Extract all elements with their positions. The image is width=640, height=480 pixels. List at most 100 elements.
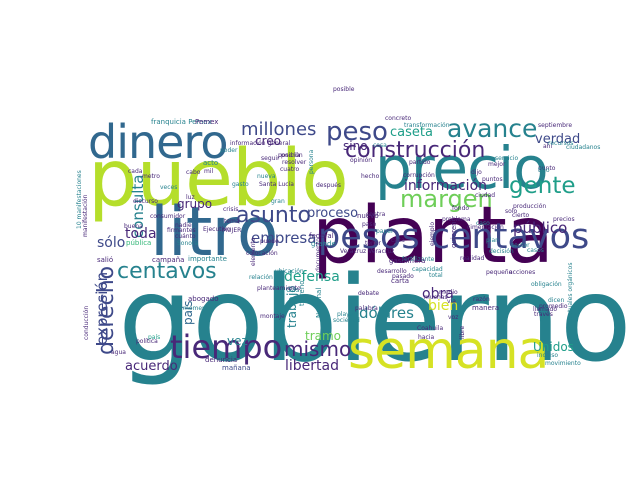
- word-ejemplo: ejemplo: [429, 222, 436, 246]
- word-proceso: proceso: [307, 206, 358, 221]
- word-centavos: centavos: [117, 259, 217, 284]
- word-creo: creo: [255, 134, 281, 148]
- word-dijo: dijo: [471, 169, 482, 176]
- word-concreto: concreto: [385, 115, 411, 122]
- word-unidos: Unidos: [533, 340, 574, 354]
- word-ciudadanos: ciudadanos: [566, 144, 600, 151]
- word-paso: paso: [362, 221, 377, 228]
- word-precios: precios: [553, 216, 575, 223]
- word-partido: partido: [409, 159, 431, 166]
- word-informacion: información: [404, 178, 487, 194]
- word-manifestacion: manifestación: [82, 194, 89, 237]
- word-recursos: recursos: [548, 140, 574, 147]
- word-intelectuales-organicos: intelectuales orgánicos: [567, 263, 574, 332]
- word-consumidor: consumidor: [150, 213, 186, 220]
- word-razon: razón: [473, 296, 490, 303]
- word-obra: obra: [422, 286, 454, 302]
- word-abogado: abogado: [188, 295, 218, 303]
- word-libertad: libertad: [285, 358, 339, 374]
- word-obligacion: obligación: [531, 281, 562, 288]
- word-dolares: dólares: [359, 304, 414, 322]
- word-discurso: discurso: [133, 198, 158, 205]
- word-margen: margen: [400, 185, 493, 213]
- word-opinion: opinión: [350, 157, 372, 164]
- word-avance: avance: [447, 114, 537, 143]
- word-firmantes: firmantes: [167, 227, 196, 234]
- word-posible: posible: [333, 86, 355, 93]
- word-cuanto: cuánto: [175, 233, 196, 240]
- word-sino: sino: [343, 139, 368, 153]
- word-casa: casa: [391, 237, 405, 244]
- word-cada: cada: [128, 168, 143, 175]
- word-contra: contra: [366, 211, 386, 218]
- word-salio: salió: [97, 256, 113, 264]
- word-resolver: resolver: [282, 159, 307, 166]
- word-debate: debate: [358, 290, 379, 297]
- word-muchas: muchas: [424, 294, 448, 301]
- word-pasado: pasado: [392, 273, 414, 280]
- word-cierto: cierto: [512, 212, 529, 219]
- word-cosa: cosa: [373, 142, 387, 149]
- word-acuerdo: acuerdo: [125, 359, 178, 374]
- word-veracruz-veracruz: Veracruz Veracruz: [340, 248, 394, 255]
- word-terreno: terreno: [298, 280, 306, 306]
- word-publico: público: [513, 219, 567, 237]
- word-pemex: Pemex: [195, 118, 218, 126]
- word-importante: importante: [188, 255, 227, 263]
- word-tramo: tramo: [305, 329, 341, 343]
- word-produccion: producción: [513, 203, 546, 210]
- word-gobierno: gobierno: [118, 250, 631, 388]
- word-tener: tener: [365, 240, 382, 247]
- word-luz: luz: [186, 194, 195, 201]
- word-gas: Gas: [286, 286, 300, 294]
- word-gasolinera: gasolinera: [389, 257, 425, 265]
- word-tiempo: tiempo: [170, 328, 282, 366]
- word-planteamiento: planteamiento: [257, 285, 301, 292]
- word-pais: país: [181, 300, 195, 325]
- word-documento: documento: [315, 238, 322, 272]
- word-santa-lucia: Santa Lucía: [259, 181, 294, 188]
- word-dinero: dinero: [88, 115, 227, 169]
- word-colocacion: colocación: [246, 250, 278, 257]
- word-total: total: [429, 272, 443, 279]
- word-nadie: nadie: [175, 222, 192, 229]
- word-empresa: empresa: [251, 229, 316, 247]
- word-seguir: seguir: [261, 155, 280, 162]
- word-franquicia-pemex: franquicia Pemex: [151, 118, 212, 126]
- word-despues: después: [316, 182, 341, 189]
- word-montaje: montaje: [260, 313, 285, 320]
- word-relacion: relación: [249, 274, 273, 281]
- word-expresion: expresión: [93, 272, 111, 345]
- word-llamado: llamado: [533, 306, 557, 313]
- word-metro: metro: [142, 173, 160, 180]
- word-denuncia: denuncia: [205, 356, 237, 364]
- word-palabra: palabra: [355, 305, 378, 312]
- word-traves: través: [534, 311, 553, 318]
- word-gente: gente: [509, 173, 576, 199]
- word-elemento: elemento: [250, 237, 257, 266]
- word-puntos: puntos: [482, 176, 503, 183]
- word-fondo: fondo: [452, 205, 469, 212]
- word-federal: federal: [309, 232, 334, 240]
- word-promedio: promedio: [539, 303, 568, 310]
- word-ubicacion: ubicación: [275, 268, 304, 275]
- word-libre: libre: [459, 326, 466, 339]
- word-dicen: dicen: [548, 297, 564, 304]
- word-cimentacion: cimentación: [467, 224, 504, 231]
- word-nuevo: nuevo: [357, 212, 379, 220]
- word-cabo: cabo: [186, 169, 201, 176]
- word-bien: bien: [428, 298, 458, 314]
- word-pais: país: [148, 334, 160, 341]
- word-gran: gran: [271, 198, 285, 205]
- word-casos: casos: [527, 247, 544, 254]
- word-transformacion: transformación: [404, 122, 450, 129]
- word-millones: millones: [241, 119, 316, 140]
- word-crisis: crisis: [223, 206, 238, 213]
- word-mejor: mejor: [488, 161, 506, 168]
- word-construccion: construcción: [345, 138, 485, 163]
- word-acto: acto: [203, 159, 218, 167]
- word-grande: grande: [311, 240, 336, 248]
- word-mil: mil: [204, 168, 214, 175]
- word-problema: problema: [442, 216, 471, 223]
